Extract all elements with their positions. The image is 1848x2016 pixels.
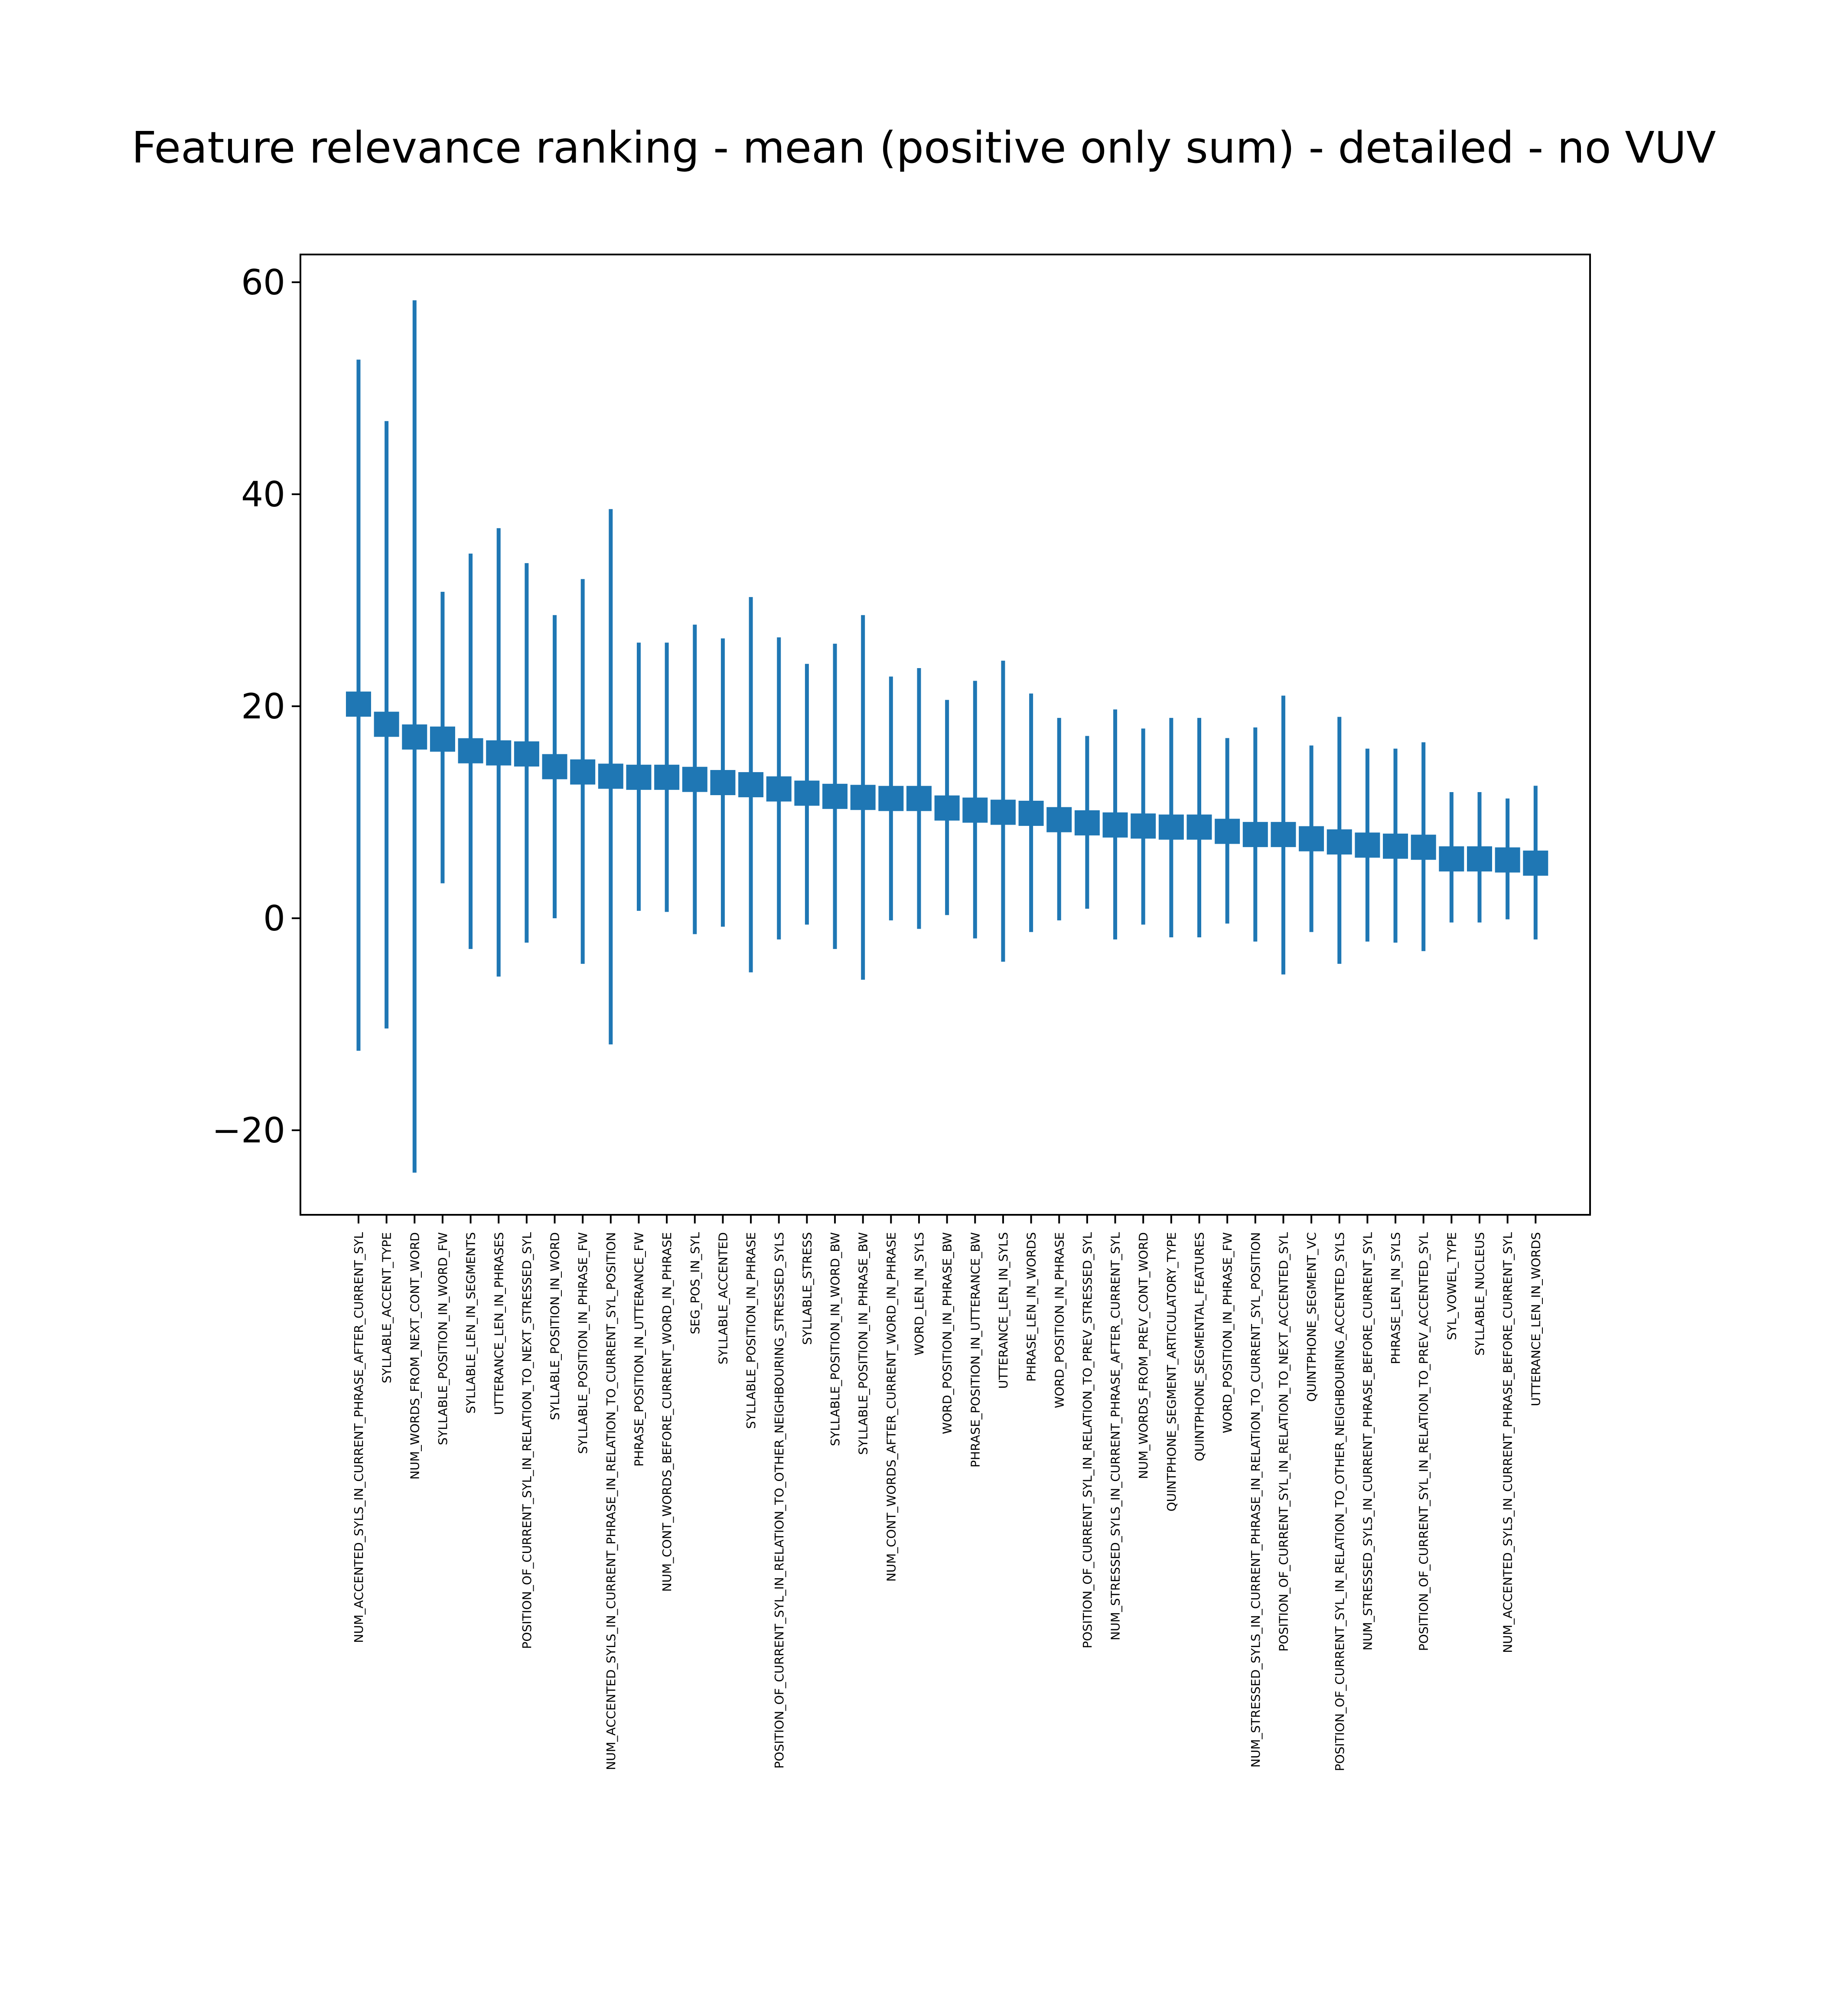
x-tick-label: SYLLABLE_STRESS	[800, 1232, 814, 1345]
mean-marker	[1158, 814, 1184, 840]
x-tick-label: QUINTPHONE_SEGMENTAL_FEATURES	[1193, 1232, 1207, 1461]
x-tick-label: WORD_LEN_IN_SYLS	[912, 1232, 926, 1355]
mean-marker	[682, 767, 707, 792]
mean-marker	[1299, 826, 1324, 851]
mean-marker	[878, 786, 904, 811]
x-tick-label: NUM_WORDS_FROM_NEXT_CONT_WORD	[407, 1232, 422, 1480]
x-tick-label: POSITION_OF_CURRENT_SYL_IN_RELATION_TO_P…	[1080, 1232, 1095, 1649]
mean-marker	[486, 740, 512, 766]
x-tick-label: NUM_STRESSED_SYLS_IN_CURRENT_PHRASE_AFTE…	[1108, 1232, 1123, 1641]
x-tick-label: WORD_POSITION_IN_PHRASE	[1052, 1232, 1066, 1408]
mean-marker	[1074, 810, 1100, 835]
mean-marker	[346, 692, 371, 717]
mean-marker	[1186, 814, 1212, 840]
y-tick-label: −20	[212, 1110, 285, 1151]
x-tick-label: SYLLABLE_LEN_IN_SEGMENTS	[464, 1232, 478, 1414]
mean-marker	[710, 770, 736, 796]
x-tick-label: POSITION_OF_CURRENT_SYL_IN_RELATION_TO_O…	[772, 1232, 786, 1768]
x-tick-label: SYLLABLE_ACCENT_TYPE	[380, 1232, 394, 1383]
x-tick-label: NUM_ACCENTED_SYLS_IN_CURRENT_PHRASE_BEFO…	[1501, 1232, 1515, 1653]
x-tick-label: UTTERANCE_LEN_IN_PHRASES	[492, 1232, 506, 1415]
mean-marker	[1102, 812, 1128, 838]
x-tick-label: SYLLABLE_POSITION_IN_PHRASE_FW	[576, 1232, 590, 1454]
x-tick-label: SEG_POS_IN_SYL	[688, 1232, 702, 1334]
mean-marker	[906, 786, 932, 811]
x-tick-label: UTTERANCE_LEN_IN_SYLS	[996, 1232, 1010, 1389]
chart-title: Feature relevance ranking - mean (positi…	[132, 122, 1716, 173]
plot-area: −20 0 20 40 60 NUM_ACCENTED_SYLS_IN_CURRENT_P…	[212, 254, 1591, 1771]
x-tick-label: WORD_POSITION_IN_PHRASE_FW	[1220, 1232, 1235, 1433]
mean-marker	[794, 780, 820, 806]
x-tick-label: NUM_CONT_WORDS_AFTER_CURRENT_WORD_IN_PHR…	[884, 1232, 898, 1582]
x-tick-label: NUM_STRESSED_SYLS_IN_CURRENT_PHRASE_BEFO…	[1360, 1232, 1375, 1651]
x-tick-label: NUM_ACCENTED_SYLS_IN_CURRENT_PHRASE_AFTE…	[352, 1232, 366, 1643]
x-tick-label: POSITION_OF_CURRENT_SYL_IN_RELATION_TO_P…	[1417, 1232, 1431, 1651]
mean-marker	[626, 764, 652, 790]
x-tick-label: SYL_VOWEL_TYPE	[1444, 1232, 1459, 1340]
mean-marker	[1523, 850, 1548, 876]
x-tick-label: PHRASE_LEN_IN_SYLS	[1388, 1232, 1403, 1364]
x-tick-label: SYLLABLE_POSITION_IN_PHRASE	[744, 1232, 758, 1429]
mean-marker	[1046, 807, 1072, 832]
mean-marker	[458, 738, 483, 763]
x-tick-label: NUM_ACCENTED_SYLS_IN_CURRENT_PHRASE_IN_R…	[604, 1232, 618, 1770]
mean-marker	[1018, 800, 1044, 826]
mean-marker	[514, 741, 539, 767]
x-tick-label: NUM_WORDS_FROM_PREV_CONT_WORD	[1136, 1232, 1151, 1479]
x-tick-label: SYLLABLE_NUCLEUS	[1473, 1232, 1487, 1356]
x-tick-label: NUM_STRESSED_SYLS_IN_CURRENT_PHRASE_IN_R…	[1248, 1232, 1263, 1768]
y-tick-label: 40	[241, 474, 285, 515]
x-tick-label: PHRASE_LEN_IN_WORDS	[1024, 1232, 1039, 1382]
x-tick-label: POSITION_OF_CURRENT_SYL_IN_RELATION_TO_N…	[1276, 1232, 1291, 1652]
y-tick-label: 60	[241, 262, 285, 303]
mean-marker	[1131, 813, 1156, 839]
y-tick-label: 20	[241, 686, 285, 727]
x-tick-label: SYLLABLE_POSITION_IN_WORD_FW	[436, 1232, 450, 1445]
x-tick-label: NUM_CONT_WORDS_BEFORE_CURRENT_WORD_IN_PH…	[660, 1232, 674, 1592]
mean-marker	[1495, 847, 1520, 873]
x-tick-label: WORD_POSITION_IN_PHRASE_BW	[940, 1232, 955, 1434]
x-tick-label: UTTERANCE_LEN_IN_WORDS	[1529, 1232, 1543, 1406]
mean-marker	[402, 724, 427, 750]
mean-marker	[374, 711, 399, 737]
mean-marker	[934, 795, 960, 821]
x-tick-label: POSITION_OF_CURRENT_SYL_IN_RELATION_TO_O…	[1333, 1232, 1347, 1771]
mean-marker	[1467, 846, 1492, 872]
mean-marker	[430, 726, 455, 752]
mean-marker	[1242, 822, 1268, 847]
mean-marker	[850, 785, 876, 810]
x-tick-label: POSITION_OF_CURRENT_SYL_IN_RELATION_TO_N…	[520, 1232, 534, 1649]
mean-marker	[1439, 846, 1464, 872]
axes-frame	[300, 254, 1591, 1216]
x-tick-label: PHRASE_POSITION_IN_UTTERANCE_BW	[968, 1232, 982, 1468]
mean-marker	[1411, 835, 1436, 860]
mean-marker	[1215, 819, 1240, 844]
mean-marker	[738, 772, 764, 797]
x-tick-label: QUINTPHONE_SEGMENT_VC	[1304, 1232, 1319, 1402]
x-tick-label: QUINTPHONE_SEGMENT_ARTICULATORY_TYPE	[1164, 1232, 1179, 1511]
mean-marker	[654, 764, 680, 790]
mean-marker	[990, 799, 1016, 825]
mean-marker	[822, 783, 848, 809]
mean-marker	[1355, 832, 1380, 858]
x-tick-label: SYLLABLE_POSITION_IN_WORD	[548, 1232, 562, 1420]
mean-marker	[570, 759, 596, 785]
mean-marker	[542, 754, 567, 780]
x-tick-label: PHRASE_POSITION_IN_UTTERANCE_FW	[632, 1232, 646, 1467]
x-tick-label: SYLLABLE_POSITION_IN_PHRASE_BW	[856, 1232, 870, 1455]
mean-marker	[598, 763, 623, 789]
mean-marker	[1383, 833, 1408, 859]
x-tick-label: SYLLABLE_ACCENTED	[716, 1232, 730, 1364]
mean-marker	[962, 797, 988, 823]
mean-marker	[766, 776, 792, 802]
mean-marker	[1271, 822, 1296, 847]
x-tick-label: SYLLABLE_POSITION_IN_WORD_BW	[828, 1232, 842, 1446]
y-tick-label: 0	[263, 898, 285, 939]
mean-marker	[1327, 829, 1352, 855]
